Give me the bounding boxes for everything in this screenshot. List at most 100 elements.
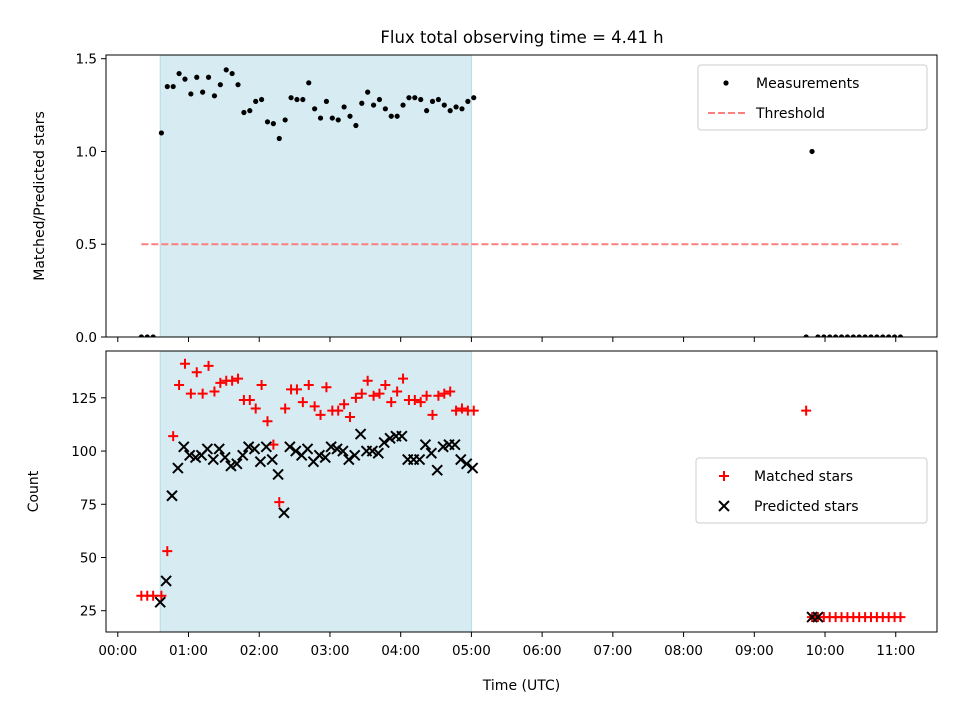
xtick-label: 06:00 (523, 643, 562, 659)
matched-stars-point (174, 380, 185, 391)
matched-stars-point (368, 390, 379, 401)
measurements-point (453, 104, 459, 110)
xlabel: Time (UTC) (482, 678, 560, 694)
measurements-point (844, 334, 851, 337)
predicted-stars-point (260, 441, 273, 453)
measurements-point (803, 334, 809, 337)
matched-stars-point (203, 360, 214, 371)
predicted-stars-point (160, 575, 172, 587)
measurements-legend-marker (723, 80, 729, 86)
predicted-stars-point (372, 447, 384, 459)
top-ylabel: Matched/Predicted stars (32, 111, 48, 281)
matched-stars-point (262, 416, 273, 427)
predicted-stars-point (213, 443, 225, 455)
xtick-label: 09:00 (735, 643, 774, 659)
matched-stars-point (415, 397, 426, 408)
xtick-label: 04:00 (381, 643, 420, 659)
xtick-label: 03:00 (311, 643, 350, 659)
predicted-stars-point (301, 443, 314, 455)
bottom-legend-box (695, 457, 928, 524)
measurements-point (241, 109, 247, 116)
predicted-stars-point (425, 447, 438, 459)
measurements-point (247, 108, 253, 114)
predicted-stars-point (812, 611, 824, 623)
matched-stars-point (421, 390, 432, 401)
measurements-point (435, 96, 441, 103)
measurements-point (382, 106, 388, 112)
predicted-stars-point (207, 453, 219, 466)
predicted-stars-point (413, 453, 426, 466)
xtick-label: 01:00 (169, 643, 208, 659)
top-ytick-label: 1.0 (76, 144, 97, 160)
matched-stars-point (801, 405, 812, 416)
matched-stars-point (227, 375, 238, 386)
measurements-point (827, 334, 833, 337)
measurements-point (424, 108, 430, 114)
figure-title: Flux total observing time = 4.41 h (380, 28, 663, 47)
measurements-point (235, 82, 241, 88)
predicted-stars-point (343, 453, 355, 466)
measurements-point (200, 89, 206, 95)
matched-stars-point (291, 384, 302, 395)
matched-stars-point (309, 401, 320, 412)
predicted-stars-point (396, 430, 408, 442)
top-legend-box (697, 64, 928, 131)
predicted-stars-point (219, 451, 231, 464)
bottom-ylabel: Count (26, 470, 42, 512)
matched-stars-point (427, 409, 438, 420)
predicted-stars-point (349, 449, 361, 462)
matched-stars-point (250, 403, 261, 414)
predicted-stars-point (431, 464, 443, 476)
measurements-point (833, 334, 839, 337)
matched-stars-point (380, 380, 391, 391)
measurements-point (164, 83, 170, 90)
matched-stars-point (191, 367, 202, 378)
predicted-stars-point (231, 458, 243, 470)
measurements-point (144, 334, 150, 337)
predicted-stars-point (154, 596, 166, 608)
xtick-label: 10:00 (806, 643, 845, 659)
matched-stars-point (398, 373, 409, 384)
top-axes-frame (105, 54, 938, 338)
measurements-point (170, 83, 176, 90)
xtick-label: 11:00 (876, 643, 915, 659)
measurements-point (138, 334, 144, 337)
top-ytick-label: 0.5 (76, 237, 97, 253)
measurements-point (370, 102, 377, 108)
measurements-point (312, 106, 318, 112)
bottom-observing-span (159, 350, 472, 633)
predicted-stars-point (172, 462, 184, 474)
measurements-point (264, 119, 271, 125)
measurements-point (821, 334, 827, 337)
measurements-point (838, 334, 845, 337)
predicted-stars-point (166, 490, 178, 502)
measurements-point (182, 76, 188, 82)
predicted-stars-point (455, 453, 467, 466)
matched-stars-point (297, 397, 308, 408)
top-panel-ratio: 0.0 0.5 1.0 1.5 Matched/Predicted stars Measu… (32, 52, 938, 346)
measurements-point (471, 95, 477, 101)
matched-stars-point (162, 546, 173, 557)
predicted-stars-point (378, 436, 390, 449)
measurements-point (429, 98, 436, 104)
measurements-point (253, 98, 259, 104)
matched-stars-point (268, 439, 279, 450)
matched-stars-point (433, 390, 444, 401)
predicted-stars-point (254, 455, 267, 468)
predicted-stars-legend-marker (718, 500, 730, 512)
measurements-point (850, 334, 856, 337)
matched-stars-point (256, 380, 267, 391)
measurements-point (897, 334, 904, 337)
predicted-stars-point (466, 462, 479, 474)
measurements-point (359, 100, 365, 106)
measurements-point (341, 104, 347, 110)
bottom-ytick-label: 25 (80, 604, 97, 620)
matched-stars-point (392, 386, 403, 397)
top-ytick-label: 0.0 (76, 330, 97, 346)
measurements-point (276, 135, 282, 142)
measurements-point (347, 113, 353, 119)
measurements-point (300, 96, 306, 103)
predicted-stars-point (419, 438, 432, 451)
measurements-point (886, 334, 892, 337)
top-data-layer (138, 67, 904, 337)
